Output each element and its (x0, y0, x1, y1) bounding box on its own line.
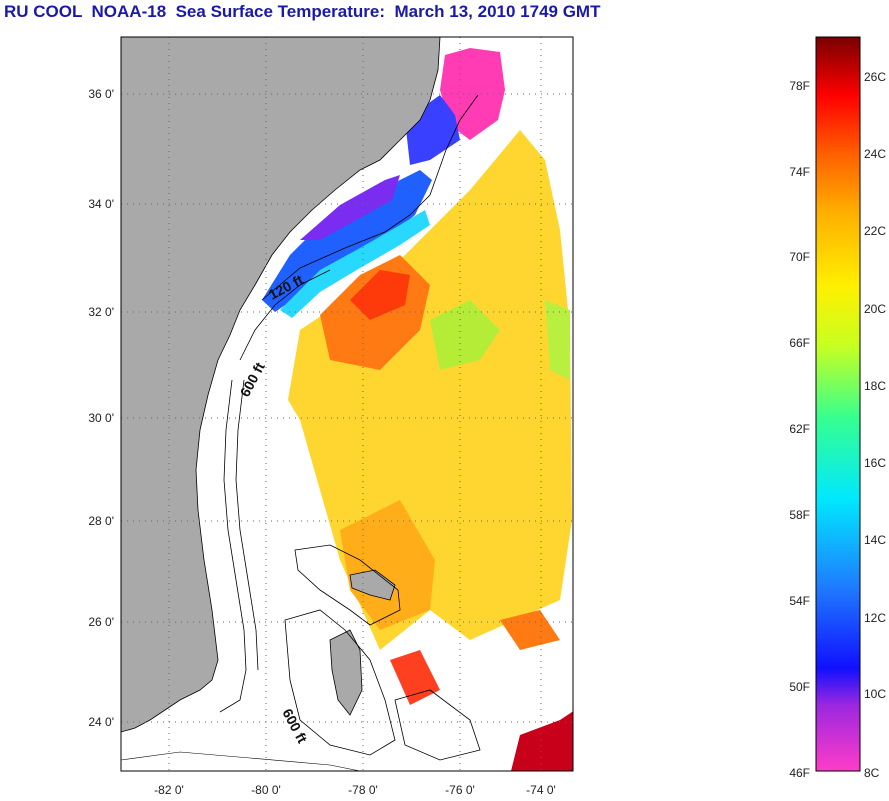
colorbar-celsius-labels: 26C 24C 22C 20C 18C 16C 14C 12C 10C 8C (864, 70, 886, 780)
colorbar-c-label: 24C (864, 147, 886, 161)
andros-island (329, 629, 363, 716)
colorbar-c-label: 8C (864, 766, 880, 780)
lat-label: 30 0' (88, 411, 114, 425)
land-layer (121, 37, 441, 771)
us-mainland (121, 37, 441, 733)
lon-label: -78 0' (348, 783, 378, 797)
lat-label: 26 0' (88, 615, 114, 629)
colorbar-gradient (815, 36, 861, 772)
sst-data-layer (262, 48, 573, 771)
lat-label: 24 0' (88, 715, 114, 729)
colorbar-fahrenheit-labels: 78F 74F 70F 66F 62F 58F 54F 50F 46F (789, 79, 810, 780)
colorbar-c-label: 20C (864, 302, 886, 316)
colorbar-f-label: 50F (789, 680, 810, 694)
lake-okeechobee (210, 560, 230, 585)
sst-cold-shelf (262, 170, 432, 312)
map-border (120, 36, 574, 772)
colorbar-f-label: 70F (789, 250, 810, 264)
depth-contours (219, 94, 481, 761)
contour-florida-shelf (219, 379, 247, 713)
sst-green-patch-2 (545, 300, 570, 380)
contour-bahamas-2 (284, 609, 396, 756)
contour-florida-shelf-2 (235, 379, 259, 671)
longitude-axis: -82 0' -80 0' -78 0' -76 0' -74 0' (154, 783, 556, 797)
colorbar-f-label: 58F (789, 508, 810, 522)
colorbar: 78F 74F 70F 66F 62F 58F 54F 50F 46F 26C … (789, 36, 886, 780)
latitude-axis: 36 0' 34 0' 32 0' 30 0' 28 0' 26 0' 24 0… (88, 87, 114, 729)
contour-120ft (261, 94, 479, 301)
sst-violet-shelf (300, 175, 400, 240)
colorbar-c-label: 16C (864, 456, 886, 470)
grand-bahama (349, 569, 396, 601)
map-title: RU COOL NOAA-18 Sea Surface Temperature:… (4, 2, 601, 21)
contour-600ft (239, 269, 331, 361)
sst-warm-ocean (288, 130, 572, 650)
colorbar-f-label: 78F (789, 79, 810, 93)
colorbar-c-label: 26C (864, 70, 886, 84)
sst-red-bahamas (390, 650, 440, 705)
contour-bahamas-3 (394, 689, 481, 761)
sst-red-core (350, 270, 410, 320)
lon-label: -82 0' (154, 783, 184, 797)
lat-label: 36 0' (88, 87, 114, 101)
colorbar-c-label: 14C (864, 533, 886, 547)
colorbar-c-label: 10C (864, 687, 886, 701)
colorbar-f-label: 46F (789, 766, 810, 780)
sst-red-southeast (511, 711, 573, 771)
graticule (121, 37, 573, 771)
contour-bahamas (294, 544, 401, 626)
colorbar-c-label: 12C (864, 611, 886, 625)
cuba-edge (121, 751, 361, 771)
sst-green-patch (430, 300, 500, 370)
colorbar-f-label: 66F (789, 336, 810, 350)
sst-cyan-band (280, 210, 430, 318)
lon-label: -76 0' (445, 783, 475, 797)
colorbar-f-label: 54F (789, 594, 810, 608)
sst-scattered-1 (500, 610, 560, 650)
lon-label: -80 0' (251, 783, 281, 797)
colorbar-c-label: 22C (864, 224, 886, 238)
sst-magenta-north (440, 48, 505, 140)
lon-label: -74 0' (526, 783, 556, 797)
map-content: 120 ft 600 ft 600 ft (121, 37, 573, 771)
lat-label: 32 0' (88, 305, 114, 319)
lat-label: 34 0' (88, 197, 114, 211)
colorbar-f-label: 62F (789, 422, 810, 436)
lat-label: 28 0' (88, 514, 114, 528)
sst-orange-south (340, 500, 435, 630)
colorbar-c-label: 18C (864, 379, 886, 393)
colorbar-f-label: 74F (789, 165, 810, 179)
